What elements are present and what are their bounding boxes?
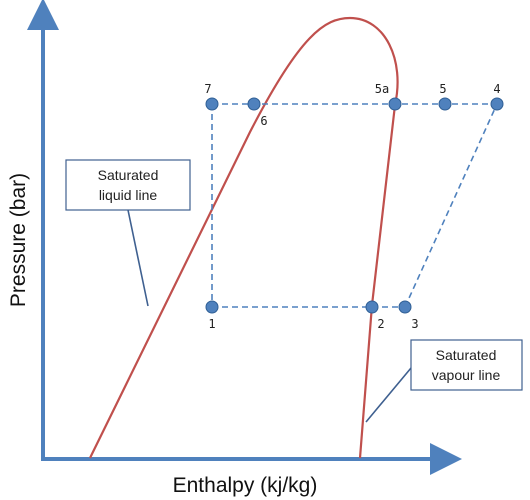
x-axis-title: Enthalpy (kj/kg) xyxy=(173,474,318,497)
y-axis-title: Pressure (bar) xyxy=(7,173,30,307)
point-label: 7 xyxy=(204,82,211,96)
point-label: 4 xyxy=(493,82,500,96)
point-label: 2 xyxy=(377,317,384,331)
callout-text: liquid line xyxy=(99,187,158,203)
cycle-lines xyxy=(211,103,498,308)
state-points xyxy=(205,97,504,314)
point-label: 3 xyxy=(411,317,418,331)
callout-pointer xyxy=(127,209,149,307)
saturation-curve xyxy=(89,16,399,459)
callout-text: vapour line xyxy=(432,367,501,383)
callout-pointer xyxy=(365,367,412,423)
point-label: 6 xyxy=(260,114,267,128)
callout-box xyxy=(410,339,523,391)
callout-text: Saturated xyxy=(436,347,497,363)
point-label: 1 xyxy=(208,317,215,331)
callout-box xyxy=(65,159,191,211)
point-label: 5a xyxy=(375,82,389,96)
point-label: 5 xyxy=(439,82,446,96)
callout-text: Saturated xyxy=(98,167,159,183)
